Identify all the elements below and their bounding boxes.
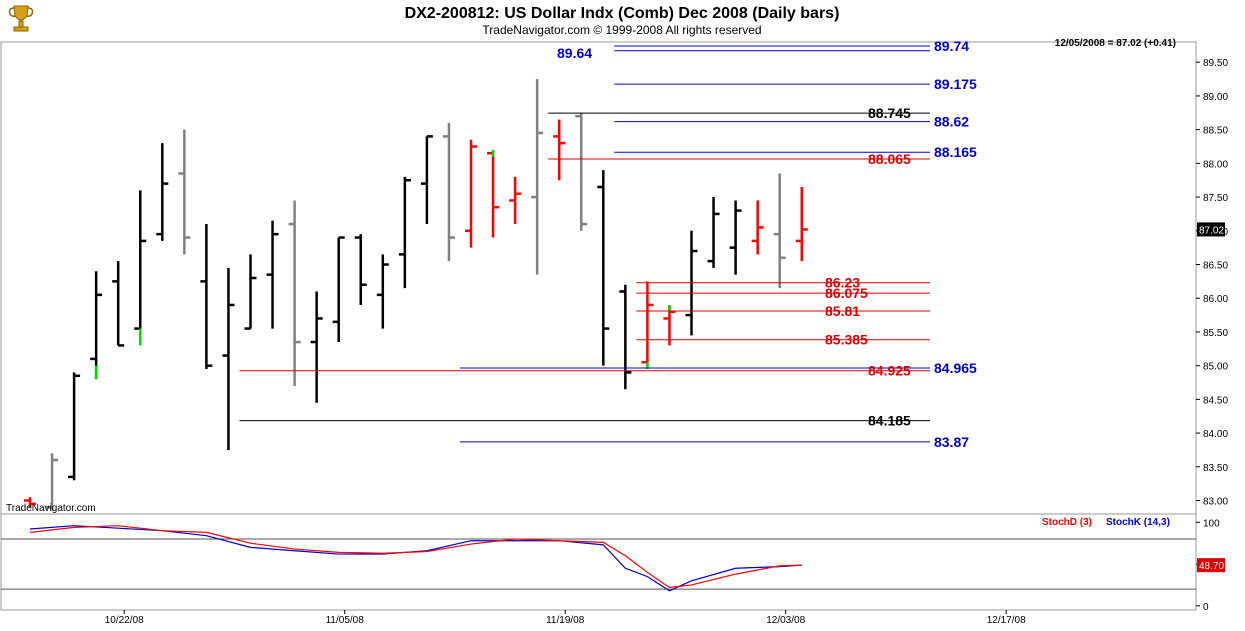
stoch-legend-entry: StochD (3) (1042, 517, 1092, 528)
y-tick-label: 87.50 (1203, 193, 1228, 204)
chart-title: DX2-200812: US Dollar Indx (Comb) Dec 20… (405, 5, 840, 22)
stoch-y-tick-label: 100 (1203, 518, 1220, 529)
level-label: 88.165 (934, 144, 977, 160)
y-tick-label: 85.50 (1203, 328, 1228, 339)
stoch-y-tick-label: 0 (1203, 602, 1209, 613)
trophy-icon (8, 5, 34, 32)
level-label: 89.74 (934, 38, 969, 54)
stoch-last-value-box (1197, 558, 1225, 573)
y-tick-label: 85.00 (1203, 362, 1228, 373)
level-label: 84.185 (868, 413, 911, 429)
level-label: 85.81 (825, 303, 860, 319)
y-tick-label: 84.50 (1203, 395, 1228, 406)
level-label: 83.87 (934, 434, 969, 450)
y-tick-label: 86.00 (1203, 294, 1228, 305)
last-quote-text: 12/05/2008 = 87.02 (+0.41) (1055, 38, 1176, 49)
y-tick-label: 83.50 (1203, 463, 1228, 474)
level-label: 86.075 (825, 285, 868, 301)
level-label: 89.64 (557, 45, 592, 61)
axes: 83.00 83.50 84.00 84.50 85.00 85.50 86.00 86.50… (105, 58, 1229, 626)
stoch-panel-frame (0, 513, 1197, 611)
stochastic-lines (1, 525, 1196, 592)
x-tick-label: 11/05/08 (326, 615, 365, 626)
price-bars (24, 79, 808, 511)
level-label: 89.175 (934, 76, 977, 92)
stoch-last-value-label: 48.70 (1199, 561, 1224, 572)
y-tick-label: 88.00 (1203, 159, 1228, 170)
x-tick-label: 12/17/08 (987, 615, 1026, 626)
y-tick-label: 86.50 (1203, 261, 1228, 272)
stoch-series-line (29, 525, 802, 589)
x-tick-label: 10/22/08 (105, 615, 144, 626)
level-label: 88.065 (868, 151, 911, 167)
level-label: 84.925 (868, 363, 911, 379)
x-tick-label: 12/03/08 (766, 615, 805, 626)
y-tick-label: 84.00 (1203, 429, 1228, 440)
y-tick-label: 83.00 (1203, 497, 1228, 508)
stoch-legend-entry: StochK (14,3) (1106, 517, 1170, 528)
watermark-text: TradeNavigator.com (6, 503, 96, 514)
y-tick-label: 89.50 (1203, 58, 1228, 69)
y-tick-label: 89.00 (1203, 92, 1228, 103)
level-label: 88.745 (868, 105, 911, 121)
last-price-label: 87.02 (1199, 225, 1224, 236)
last-price-box (1197, 222, 1225, 237)
level-label: 88.62 (934, 114, 969, 130)
level-label: 84.965 (934, 360, 977, 376)
y-tick-label: 88.50 (1203, 126, 1228, 137)
chart-copyright: TradeNavigator.com © 1999-2008 All right… (482, 23, 761, 37)
level-label: 86.23 (825, 275, 860, 291)
level-label: 85.385 (825, 332, 868, 348)
price-levels: 89.7489.17588.74588.6288.16588.06586.238… (239, 38, 977, 450)
x-tick-label: 11/19/08 (546, 615, 585, 626)
stoch-series-line (29, 525, 802, 592)
